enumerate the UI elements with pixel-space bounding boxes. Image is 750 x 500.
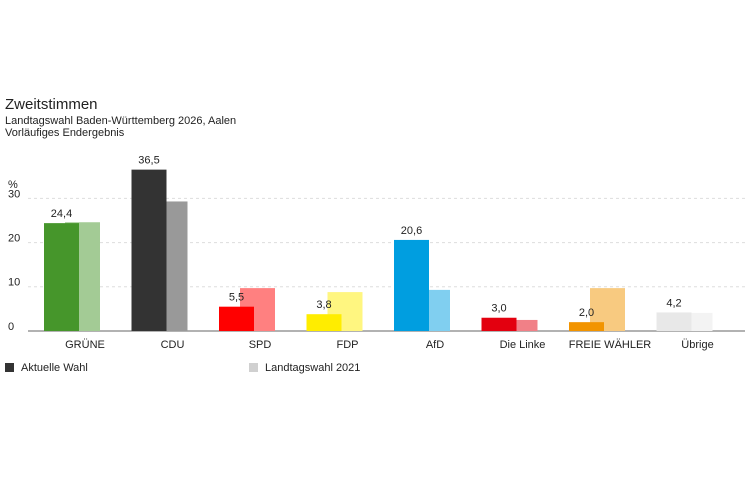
y-axis-label: % [8, 179, 18, 191]
x-tick-label: CDU [161, 339, 185, 351]
x-tick-label: FDP [337, 339, 359, 351]
data-label: 36,5 [138, 155, 159, 167]
legend-swatch [249, 363, 258, 372]
y-tick-label: 20 [8, 232, 20, 244]
bar [306, 314, 342, 331]
chart-subtitle: Landtagswahl Baden-Württemberg 2026, Aal… [5, 115, 236, 127]
bar [394, 239, 429, 331]
data-label: 20,6 [401, 225, 422, 237]
x-tick-label: FREIE WÄHLER [569, 339, 652, 351]
legend-label: Landtagswahl 2021 [265, 362, 360, 374]
data-label: 3,0 [491, 303, 506, 315]
x-tick-label: Die Linke [500, 339, 546, 351]
x-tick-label: GRÜNE [65, 339, 105, 351]
bar [569, 322, 604, 331]
legend-label: Aktuelle Wahl [21, 362, 88, 374]
y-tick-label: 30 [8, 188, 20, 200]
y-tick-label: 0 [8, 321, 14, 333]
x-tick-label: Übrige [681, 339, 713, 351]
chart-title: Zweitstimmen [5, 96, 98, 113]
bar [219, 306, 254, 331]
bar [131, 169, 167, 331]
data-label: 2,0 [579, 307, 594, 319]
data-label: 3,8 [316, 299, 331, 311]
x-tick-label: SPD [249, 339, 272, 351]
data-label: 5,5 [229, 292, 244, 304]
chart-subtitle: Vorläufiges Endergebnis [5, 127, 125, 139]
y-tick-label: 10 [8, 277, 20, 289]
data-label: 4,2 [666, 297, 681, 309]
bar [44, 223, 79, 331]
legend-swatch [5, 363, 14, 372]
x-tick-label: AfD [426, 339, 444, 351]
data-label: 24,4 [51, 208, 72, 220]
bar [481, 317, 517, 331]
bar [502, 319, 538, 331]
bar [656, 312, 692, 331]
